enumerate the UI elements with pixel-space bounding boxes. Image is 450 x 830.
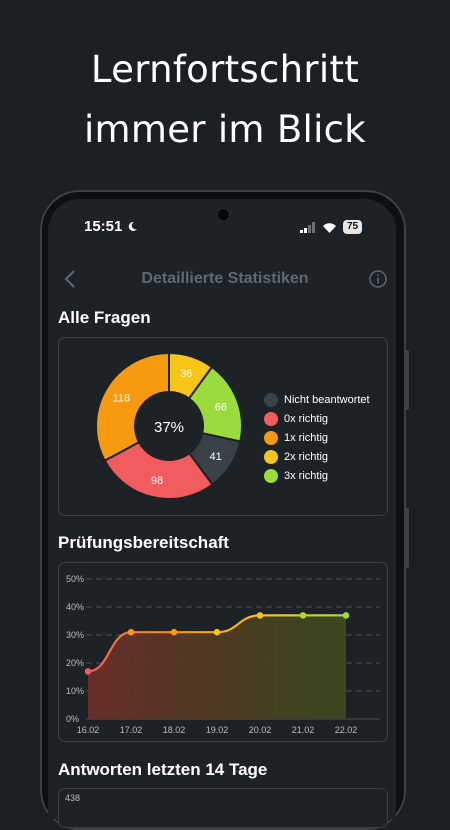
section-title-readiness: Prüfungsbereitschaft [58,533,229,552]
phone-side-button [405,508,409,568]
promo-headline-line2: immer im Blick [83,108,367,151]
wifi-icon [323,222,336,233]
promo-headline-line1: Lernfortschritt [90,48,360,91]
signal-icon [300,221,315,233]
status-bar-time: 15:51 [84,218,138,235]
info-icon[interactable] [369,270,387,288]
battery-indicator: 75 [343,220,363,234]
answers-chart-card: 438 [58,788,388,828]
legend-item: 1x richtig [264,431,328,445]
legend-item: Nicht beantwortet [264,393,370,407]
legend-item: 3x richtig [264,469,328,483]
section-title-answers: Antworten letzten 14 Tage [58,760,268,779]
status-bar-icons: 75 [300,219,363,235]
legend-color-dot [264,393,278,407]
phone-side-button [405,350,409,410]
back-arrow-icon[interactable] [62,268,78,290]
legend-item: 2x richtig [264,450,328,464]
moon-icon [128,221,137,231]
legend-label: 2x richtig [284,451,329,463]
readiness-chart-card [58,562,388,742]
legend-label: 3x richtig [284,470,329,482]
legend-label: Nicht beantwortet [284,394,370,406]
legend-label: 0x richtig [284,413,329,425]
legend-color-dot [264,450,278,464]
answers-axis-tick: 438 [65,793,81,803]
legend-label: 1x richtig [284,432,329,444]
section-title-all-questions: Alle Fragen [58,308,151,327]
legend-color-dot [264,412,278,426]
legend-color-dot [264,431,278,445]
legend-color-dot [264,469,278,483]
legend-item: 0x richtig [264,412,328,426]
front-camera [217,208,230,221]
app-bar-title: Detaillierte Statistiken [141,270,309,287]
donut-card [58,337,388,516]
